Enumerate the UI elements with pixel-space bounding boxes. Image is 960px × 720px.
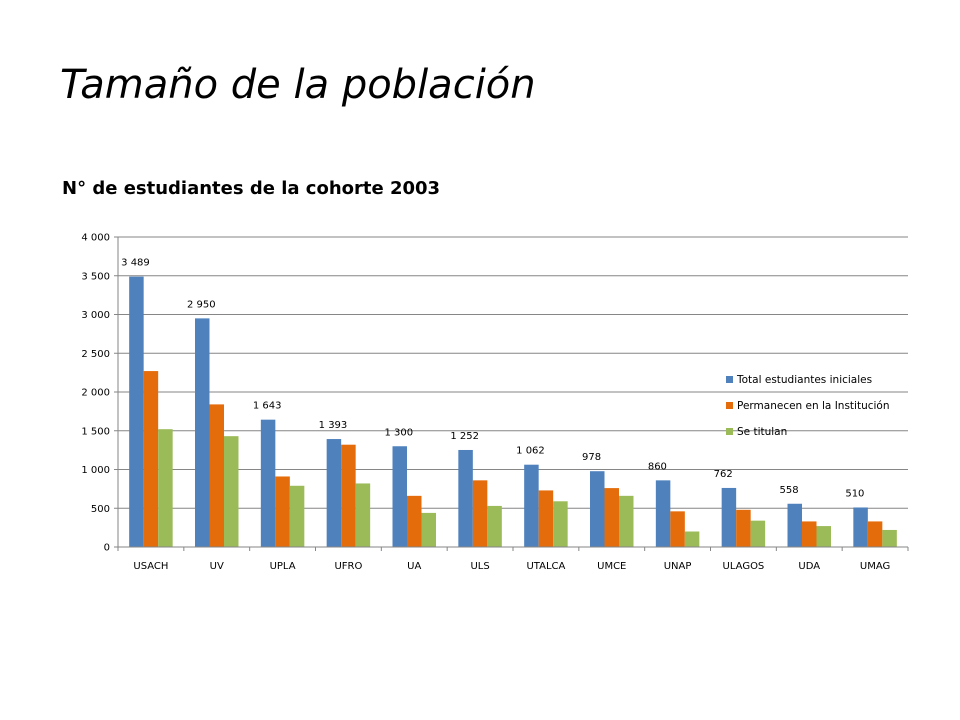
- x-tick-label: UV: [210, 561, 224, 572]
- bar-ua-series-2: [407, 495, 422, 547]
- bar-umce-series-2: [604, 488, 619, 547]
- y-tick-label: 3 500: [81, 271, 110, 282]
- bar-uv-series-3: [224, 436, 239, 547]
- y-tick-label: 500: [91, 504, 110, 515]
- y-tick-label: 4 000: [81, 233, 110, 244]
- y-tick-label: 1 000: [81, 465, 110, 476]
- bar-umce-series-3: [619, 495, 634, 547]
- legend-label: Se titulan: [737, 426, 787, 438]
- slide-title: Tamaño de la población: [60, 62, 536, 108]
- x-tick-label: USACH: [133, 561, 168, 572]
- bar-ulagos-series-1: [721, 487, 737, 547]
- axes: [117, 237, 908, 548]
- bar-ua-series-3: [421, 512, 436, 547]
- chart-title: N° de estudiantes de la cohorte 2003: [62, 178, 441, 199]
- bar-unap-series-2: [670, 511, 685, 547]
- bar-uda-series-3: [816, 526, 831, 547]
- bar-umag-series-3: [882, 529, 897, 547]
- x-tick-label: UDA: [798, 561, 820, 572]
- gridlines: [118, 236, 908, 509]
- x-tick-label: UPLA: [270, 561, 296, 572]
- bar-uls-series-2: [472, 480, 488, 547]
- bar-uls-series-3: [487, 505, 502, 547]
- bar-uv-series-2: [209, 404, 224, 547]
- bar-upla-series-1: [260, 419, 276, 547]
- data-label: 762: [714, 469, 733, 480]
- data-label: 2 950: [187, 299, 216, 310]
- y-tick-label: 3 000: [81, 310, 110, 321]
- bar-usach-series-3: [158, 429, 173, 547]
- bar-unap-series-3: [684, 531, 700, 547]
- data-label: 558: [780, 485, 799, 496]
- y-tick-label: 1 500: [81, 426, 110, 437]
- x-tick-label: UNAP: [664, 561, 692, 572]
- bar-usach-series-1: [129, 276, 144, 547]
- bar-umce-series-1: [590, 471, 605, 547]
- y-tick-label: 2 500: [81, 349, 110, 360]
- bar-uv-series-1: [195, 318, 210, 547]
- bar-upla-series-2: [275, 476, 290, 547]
- y-axis-ticks: 0 500 1 000 1 500 2 000 2 500 3 000 3 500 4 000: [81, 233, 118, 554]
- x-axis-ticks: USACH UV UPLA UFRO UA ULS UTALCA UMCE UNAP ULAGOS…: [117, 547, 909, 572]
- bar-ufro-series-3: [355, 483, 371, 547]
- bar-ua-series-1: [392, 446, 407, 547]
- y-tick-label: 2 000: [81, 388, 110, 399]
- x-tick-label: UMCE: [597, 561, 626, 572]
- bar-umag-series-2: [867, 521, 883, 547]
- legend: Total estudiantes iniciales Permanecen en…: [726, 374, 890, 438]
- bar-umag-series-1: [853, 507, 868, 547]
- data-label: 1 643: [253, 401, 282, 412]
- bar-ufro-series-1: [326, 439, 342, 547]
- data-label: 860: [648, 461, 667, 472]
- bar-utalca-series-3: [553, 501, 568, 547]
- bars: [129, 276, 897, 547]
- bar-ufro-series-2: [341, 444, 356, 547]
- legend-swatch: [726, 402, 733, 409]
- x-tick-label: UFRO: [334, 561, 362, 572]
- bar-uls-series-1: [458, 449, 473, 547]
- x-tick-label: ULS: [470, 561, 489, 572]
- bar-unap-series-1: [655, 480, 671, 547]
- bar-uda-series-1: [787, 503, 802, 547]
- bar-upla-series-3: [289, 485, 305, 547]
- bar-ulagos-series-3: [750, 520, 766, 547]
- bar-uda-series-2: [802, 521, 817, 547]
- bar-utalca-series-1: [524, 464, 539, 547]
- bar-utalca-series-2: [538, 490, 554, 547]
- data-label: 3 489: [121, 258, 150, 269]
- data-label: 1 393: [319, 420, 348, 431]
- x-tick-label: UA: [407, 561, 421, 572]
- legend-label: Permanecen en la Institución: [737, 400, 890, 412]
- data-label: 978: [582, 452, 601, 463]
- bar-ulagos-series-2: [736, 509, 751, 547]
- legend-swatch: [726, 376, 733, 383]
- x-tick-label: UTALCA: [526, 561, 565, 572]
- legend-label: Total estudiantes iniciales: [736, 374, 872, 386]
- data-labels: 3 489 2 950 1 643 1 393 1 300 1 252 1 062 978 86…: [121, 258, 864, 500]
- y-tick-label: 0: [104, 543, 110, 554]
- data-label: 1 300: [385, 427, 414, 438]
- data-label: 510: [845, 488, 864, 499]
- x-tick-label: ULAGOS: [723, 561, 765, 572]
- data-label: 1 252: [450, 431, 479, 442]
- data-label: 1 062: [516, 446, 545, 457]
- x-tick-label: UMAG: [860, 561, 890, 572]
- legend-swatch: [726, 428, 733, 435]
- bar-usach-series-2: [143, 371, 159, 547]
